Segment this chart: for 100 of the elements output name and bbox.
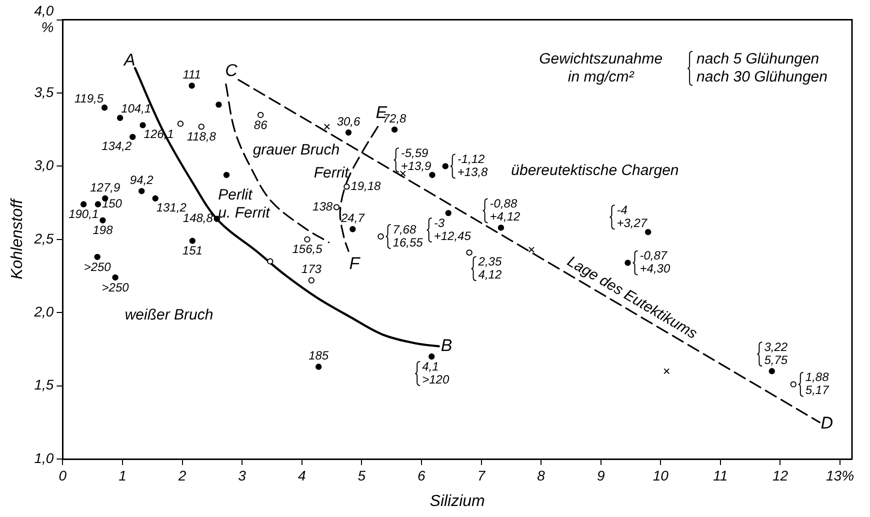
point [198,124,204,130]
x-tick-label: 1 [118,467,126,484]
point [768,368,775,374]
point [216,102,222,108]
x-tick-label: 5 [358,467,366,484]
point [100,217,106,224]
annotation: 24,7 [340,210,366,225]
y-tick-label: 2,5 [33,230,54,246]
annotation: A [122,50,136,70]
x-tick-label: 12 [772,467,788,484]
point [344,184,350,190]
annotation: 19,18 [350,179,382,194]
point [345,129,352,136]
annotation: -4 +3,27 [616,202,648,230]
annotation: 151 [182,244,202,258]
x-tick-label: 11 [713,467,728,484]
point [189,238,196,244]
annotation: grauer Bruch [252,141,340,158]
point [130,134,136,140]
point [94,254,100,260]
y-axis-title: Kohlenstoff [9,198,26,280]
point [138,188,145,194]
point [528,246,534,253]
point [188,82,195,89]
annotation: C [225,60,238,80]
x-axis-title: Silizium [430,492,485,510]
point [177,120,184,127]
point [223,172,230,178]
y-tick-label: 4,0 % [34,2,54,36]
annotation: D [820,414,834,433]
x-tick-label: 6 [418,467,426,484]
point [116,114,124,121]
annotation: 4,1 >120 [422,359,450,386]
annotation: F [349,254,362,274]
point [101,104,108,111]
point [445,210,452,216]
point [378,233,384,240]
y-tick-label: 1,0 [34,450,54,466]
point [664,368,670,374]
annotation: 119,5 [74,91,104,106]
annotation: Gewichtszunahme in mg/cm² [539,50,663,86]
annotation: 156,5 [292,242,323,256]
annotation: >250 [102,280,130,294]
x-tick-label: 10 [652,467,669,484]
annotation: 134,2 [102,138,132,153]
x-tick-label: 7 [477,467,486,484]
x-tick-label: 3 [238,467,246,484]
point [498,224,504,231]
annotation: 173 [301,262,322,276]
annotation: 104,1 [121,102,152,116]
y-tick-label: 1,5 [34,376,54,393]
point [94,201,102,208]
annotation: 2,35 4,12 [477,254,502,282]
annotation: Perlit u. Ferrit [218,186,271,222]
annotation: 138 [312,200,333,214]
annotation: 3,22 5,75 [764,340,788,368]
annotation: 198 [92,223,114,238]
annotation: übereutektische Chargen [511,162,679,179]
point [257,112,264,118]
point [624,260,631,266]
annotation: -5,59 +13,9 [400,146,432,173]
point [316,364,322,370]
annotation: -1,12 +13,8 [457,152,488,180]
x-tick-label: 9 [596,467,605,484]
annotation: 7,68 16,55 [392,222,424,250]
annotation: weißer Bruch [124,306,214,324]
annotation: 118,8 [186,130,216,144]
annotation: 1,88 5,17 [805,370,830,398]
point [152,195,158,202]
x-tick-label: 4 [298,467,306,484]
point [267,258,274,264]
point [80,201,87,208]
annotation: -0,87 +4,30 [640,248,670,276]
point [140,122,146,128]
annotation: 190,1 [68,207,99,222]
annotation: 30,6 [336,114,360,128]
annotation: -0,88 +4,12 [490,196,520,224]
annotation: 127,9 [90,180,120,194]
point [428,353,435,360]
point [333,204,340,210]
annotation: 86 [254,118,268,132]
annotation: B [440,336,452,356]
annotation: 111 [182,68,201,82]
point [442,163,448,170]
point [112,274,118,281]
point [308,277,315,284]
x-tick-label: 8 [537,467,546,484]
point [644,228,652,236]
y-tick-label: 3,5 [34,84,54,100]
annotation: 185 [308,348,329,363]
point [391,126,398,133]
x-tick-label: 0 [58,467,67,484]
annotation: 94,2 [130,172,154,187]
annotation: >250 [84,260,112,274]
y-tick-label: 3,0 [34,157,54,174]
x-tick-label: 2 [177,467,186,484]
y-tick-label: 2,0 [33,303,54,320]
annotation: nach 5 Glühungen nach 30 Glühungen [696,50,828,86]
point [324,124,330,130]
point [350,226,356,232]
